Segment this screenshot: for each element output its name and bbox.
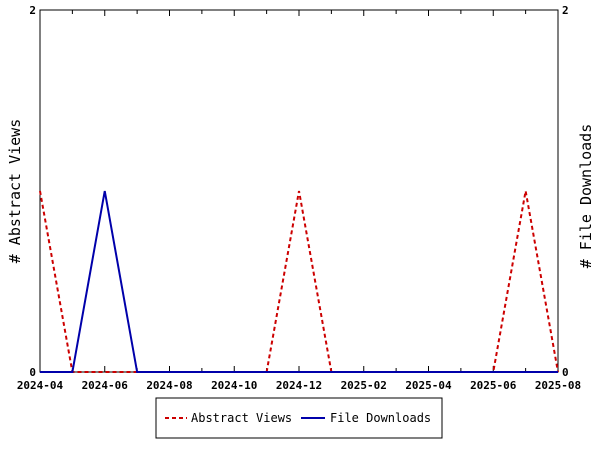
x-tick-label: 2025-06: [470, 379, 517, 392]
y-axis-title: # Abstract Views: [6, 119, 24, 264]
x-tick-label: 2024-06: [82, 379, 129, 392]
y-tick-label: 0: [29, 366, 36, 379]
x-tick-label: 2025-04: [405, 379, 452, 392]
y-tick-label: 2: [29, 4, 36, 17]
x-tick-label: 2024-10: [211, 379, 257, 392]
x-tick-label: 2024-04: [17, 379, 64, 392]
x-tick-label: 2024-08: [146, 379, 192, 392]
legend-label-file-downloads: File Downloads: [330, 411, 431, 425]
legend: Abstract Views File Downloads: [155, 397, 443, 439]
series-line-abstract-views: [39, 190, 559, 373]
series-line-file-downloads: [40, 190, 558, 373]
y2-axis-title: # File Downloads: [577, 124, 595, 269]
y2-tick-label: 0: [562, 366, 569, 379]
x-axis-ticks: 2024-04 2024-06 2024-08 2024-10 2024-12 2025-…: [17, 10, 581, 392]
legend-box: [155, 397, 443, 439]
legend-label-abstract-views: Abstract Views: [191, 411, 292, 425]
y2-tick-label: 2: [562, 4, 569, 17]
x-tick-label: 2024-12: [276, 379, 322, 392]
x-tick-label: 2025-02: [341, 379, 387, 392]
x-tick-label: 2025-08: [535, 379, 581, 392]
series-layer: [39, 190, 559, 373]
